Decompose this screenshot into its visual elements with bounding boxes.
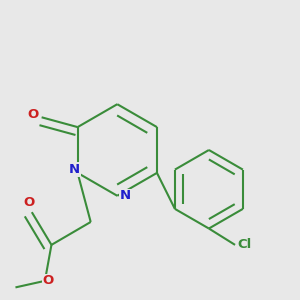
Text: N: N xyxy=(120,189,131,202)
Text: N: N xyxy=(69,163,80,176)
Text: O: O xyxy=(23,196,34,209)
Text: O: O xyxy=(43,274,54,287)
Text: Cl: Cl xyxy=(238,238,252,251)
Text: O: O xyxy=(28,107,39,121)
